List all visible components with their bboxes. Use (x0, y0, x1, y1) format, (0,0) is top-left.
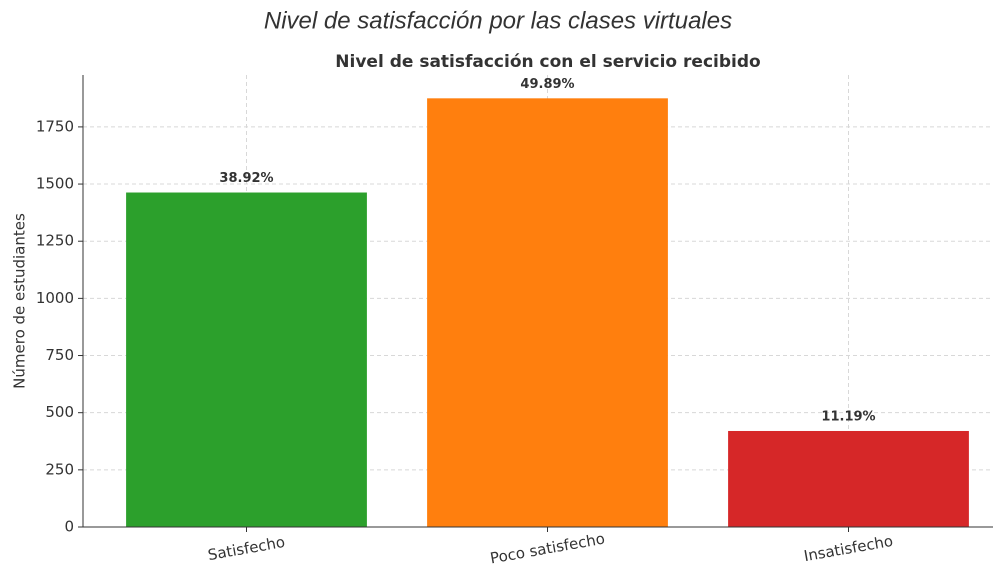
data-label: 49.89% (520, 77, 574, 92)
x-tick-label: Poco satisfecho (489, 530, 607, 568)
y-tick-label: 250 (45, 460, 74, 478)
y-tick-label: 1750 (36, 117, 74, 135)
chart-title: Nivel de satisfacción con el servicio re… (335, 52, 760, 72)
bar (427, 98, 668, 527)
y-tick-label: 500 (45, 403, 74, 421)
y-tick-label: 750 (45, 346, 74, 364)
y-tick-label: 1000 (36, 289, 74, 307)
y-tick-label: 1500 (36, 175, 74, 193)
caption: Nivel de satisfacción por las clases vir… (264, 7, 732, 34)
x-tick-label: Satisfecho (206, 533, 286, 564)
x-tick-label: Insatisfecho (802, 532, 894, 565)
bar (728, 430, 969, 527)
data-label: 38.92% (219, 171, 273, 186)
data-label: 11.19% (821, 409, 875, 424)
y-tick-label: 0 (64, 518, 74, 536)
y-axis-label: Número de estudiantes (11, 213, 29, 389)
bar (126, 192, 367, 527)
y-tick-label: 1250 (36, 232, 74, 250)
